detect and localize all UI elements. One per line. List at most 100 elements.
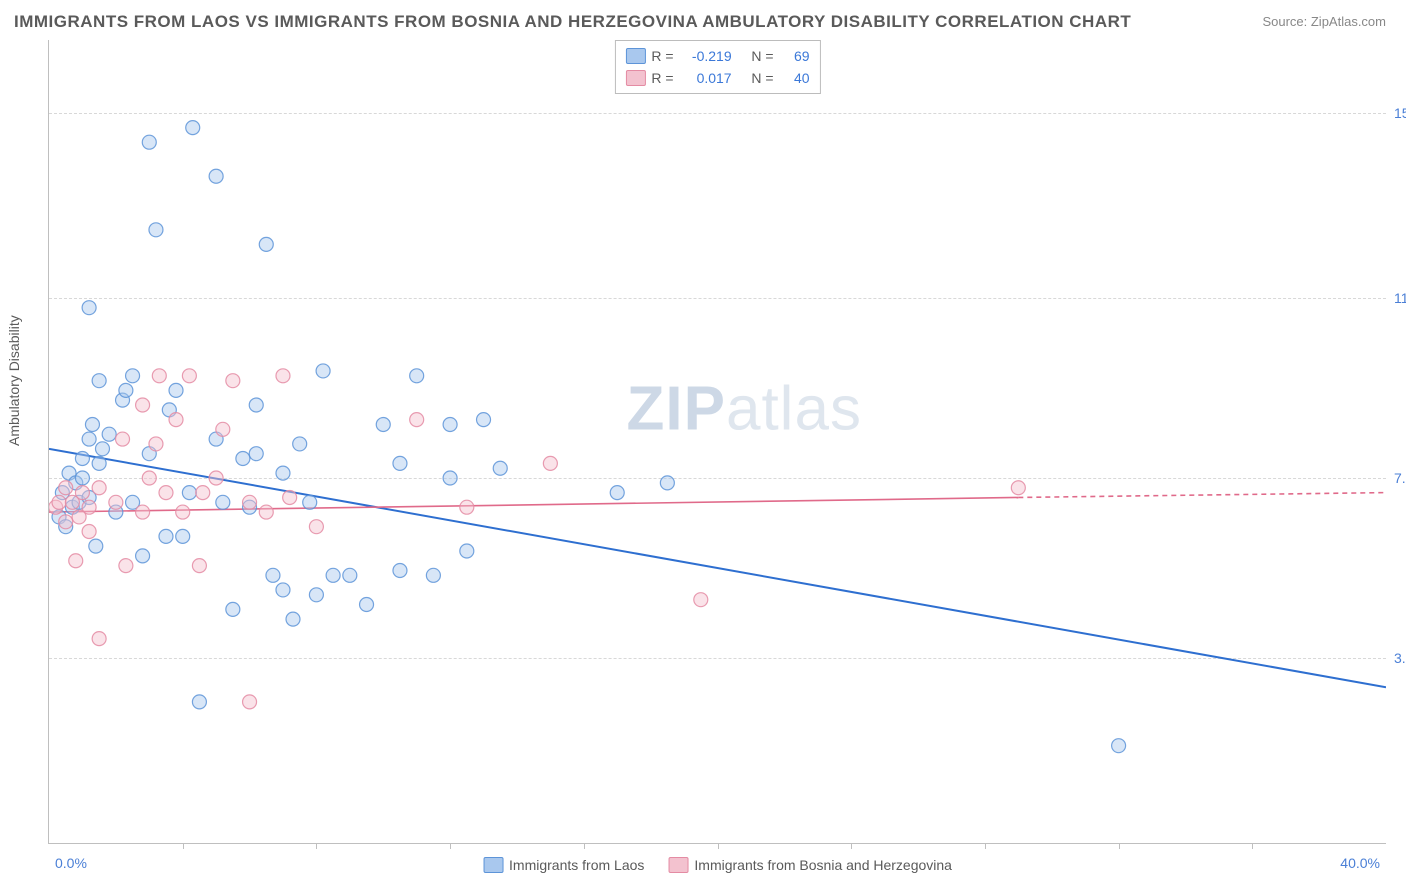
- stats-legend-row: R =-0.219 N =69: [625, 45, 809, 67]
- scatter-point: [149, 223, 163, 237]
- scatter-point: [176, 529, 190, 543]
- x-tick: [316, 843, 317, 849]
- scatter-point: [443, 471, 457, 485]
- scatter-point: [169, 413, 183, 427]
- scatter-point: [182, 369, 196, 383]
- source-attribution: Source: ZipAtlas.com: [1262, 14, 1386, 29]
- x-tick: [450, 843, 451, 849]
- scatter-point: [192, 559, 206, 573]
- scatter-point: [316, 364, 330, 378]
- scatter-point: [276, 466, 290, 480]
- scatter-point: [249, 398, 263, 412]
- source-link[interactable]: ZipAtlas.com: [1311, 14, 1386, 29]
- stats-legend: R =-0.219 N =69R =0.017 N =40: [614, 40, 820, 94]
- scatter-point: [276, 369, 290, 383]
- y-tick-label: 3.8%: [1388, 650, 1406, 666]
- scatter-point: [109, 495, 123, 509]
- scatter-point: [75, 486, 89, 500]
- scatter-point: [443, 417, 457, 431]
- scatter-point: [159, 486, 173, 500]
- scatter-point: [493, 461, 507, 475]
- series-legend-label: Immigrants from Laos: [509, 857, 644, 873]
- x-axis-end-label: 40.0%: [1340, 855, 1380, 871]
- scatter-point: [119, 559, 133, 573]
- regression-line-extension: [1018, 493, 1386, 498]
- x-tick: [584, 843, 585, 849]
- regression-line: [49, 497, 1018, 512]
- scatter-point: [303, 495, 317, 509]
- scatter-point: [75, 471, 89, 485]
- stats-r-label: R =: [651, 67, 673, 89]
- x-tick: [851, 843, 852, 849]
- scatter-point: [426, 568, 440, 582]
- scatter-point: [343, 568, 357, 582]
- y-axis-label: Ambulatory Disability: [6, 315, 22, 446]
- scatter-point: [293, 437, 307, 451]
- x-axis-start-label: 0.0%: [55, 855, 87, 871]
- scatter-point: [59, 481, 73, 495]
- y-tick-label: 7.5%: [1388, 470, 1406, 486]
- scatter-point: [92, 456, 106, 470]
- x-tick: [183, 843, 184, 849]
- scatter-point: [694, 593, 708, 607]
- scatter-point: [75, 452, 89, 466]
- stats-n-value: 40: [780, 67, 810, 89]
- scatter-point: [82, 525, 96, 539]
- x-tick: [718, 843, 719, 849]
- scatter-point: [59, 515, 73, 529]
- scatter-point: [95, 442, 109, 456]
- scatter-point: [82, 301, 96, 315]
- scatter-point: [660, 476, 674, 490]
- scatter-point: [92, 632, 106, 646]
- scatter-point: [236, 452, 250, 466]
- regression-line: [49, 449, 1386, 687]
- scatter-point: [410, 369, 424, 383]
- scatter-point: [159, 529, 173, 543]
- scatter-point: [1112, 739, 1126, 753]
- scatter-svg: [49, 40, 1386, 843]
- legend-swatch: [625, 48, 645, 64]
- scatter-point: [186, 121, 200, 135]
- legend-swatch: [483, 857, 503, 873]
- stats-legend-row: R = 0.017 N = 40: [625, 67, 809, 89]
- scatter-point: [226, 374, 240, 388]
- stats-r-value: -0.219: [680, 45, 732, 67]
- scatter-point: [393, 563, 407, 577]
- scatter-point: [243, 495, 257, 509]
- scatter-point: [326, 568, 340, 582]
- scatter-point: [283, 490, 297, 504]
- scatter-point: [376, 417, 390, 431]
- scatter-point: [136, 398, 150, 412]
- scatter-point: [182, 486, 196, 500]
- stats-r-value: 0.017: [680, 67, 732, 89]
- scatter-point: [259, 505, 273, 519]
- scatter-point: [410, 413, 424, 427]
- x-tick: [985, 843, 986, 849]
- y-tick-label: 15.0%: [1388, 105, 1406, 121]
- scatter-point: [460, 544, 474, 558]
- scatter-point: [119, 383, 133, 397]
- scatter-point: [216, 422, 230, 436]
- scatter-point: [82, 432, 96, 446]
- stats-r-label: R =: [651, 45, 673, 67]
- scatter-point: [309, 520, 323, 534]
- scatter-point: [209, 471, 223, 485]
- scatter-point: [543, 456, 557, 470]
- scatter-point: [82, 500, 96, 514]
- scatter-point: [216, 495, 230, 509]
- scatter-point: [149, 437, 163, 451]
- scatter-point: [85, 417, 99, 431]
- stats-n-label: N =: [751, 67, 773, 89]
- series-legend: Immigrants from LaosImmigrants from Bosn…: [483, 857, 952, 873]
- scatter-point: [460, 500, 474, 514]
- legend-swatch: [625, 70, 645, 86]
- scatter-point: [209, 169, 223, 183]
- scatter-point: [266, 568, 280, 582]
- scatter-point: [610, 486, 624, 500]
- scatter-point: [89, 539, 103, 553]
- x-tick: [1119, 843, 1120, 849]
- scatter-point: [116, 432, 130, 446]
- scatter-point: [249, 447, 263, 461]
- source-prefix: Source:: [1262, 14, 1310, 29]
- scatter-point: [196, 486, 210, 500]
